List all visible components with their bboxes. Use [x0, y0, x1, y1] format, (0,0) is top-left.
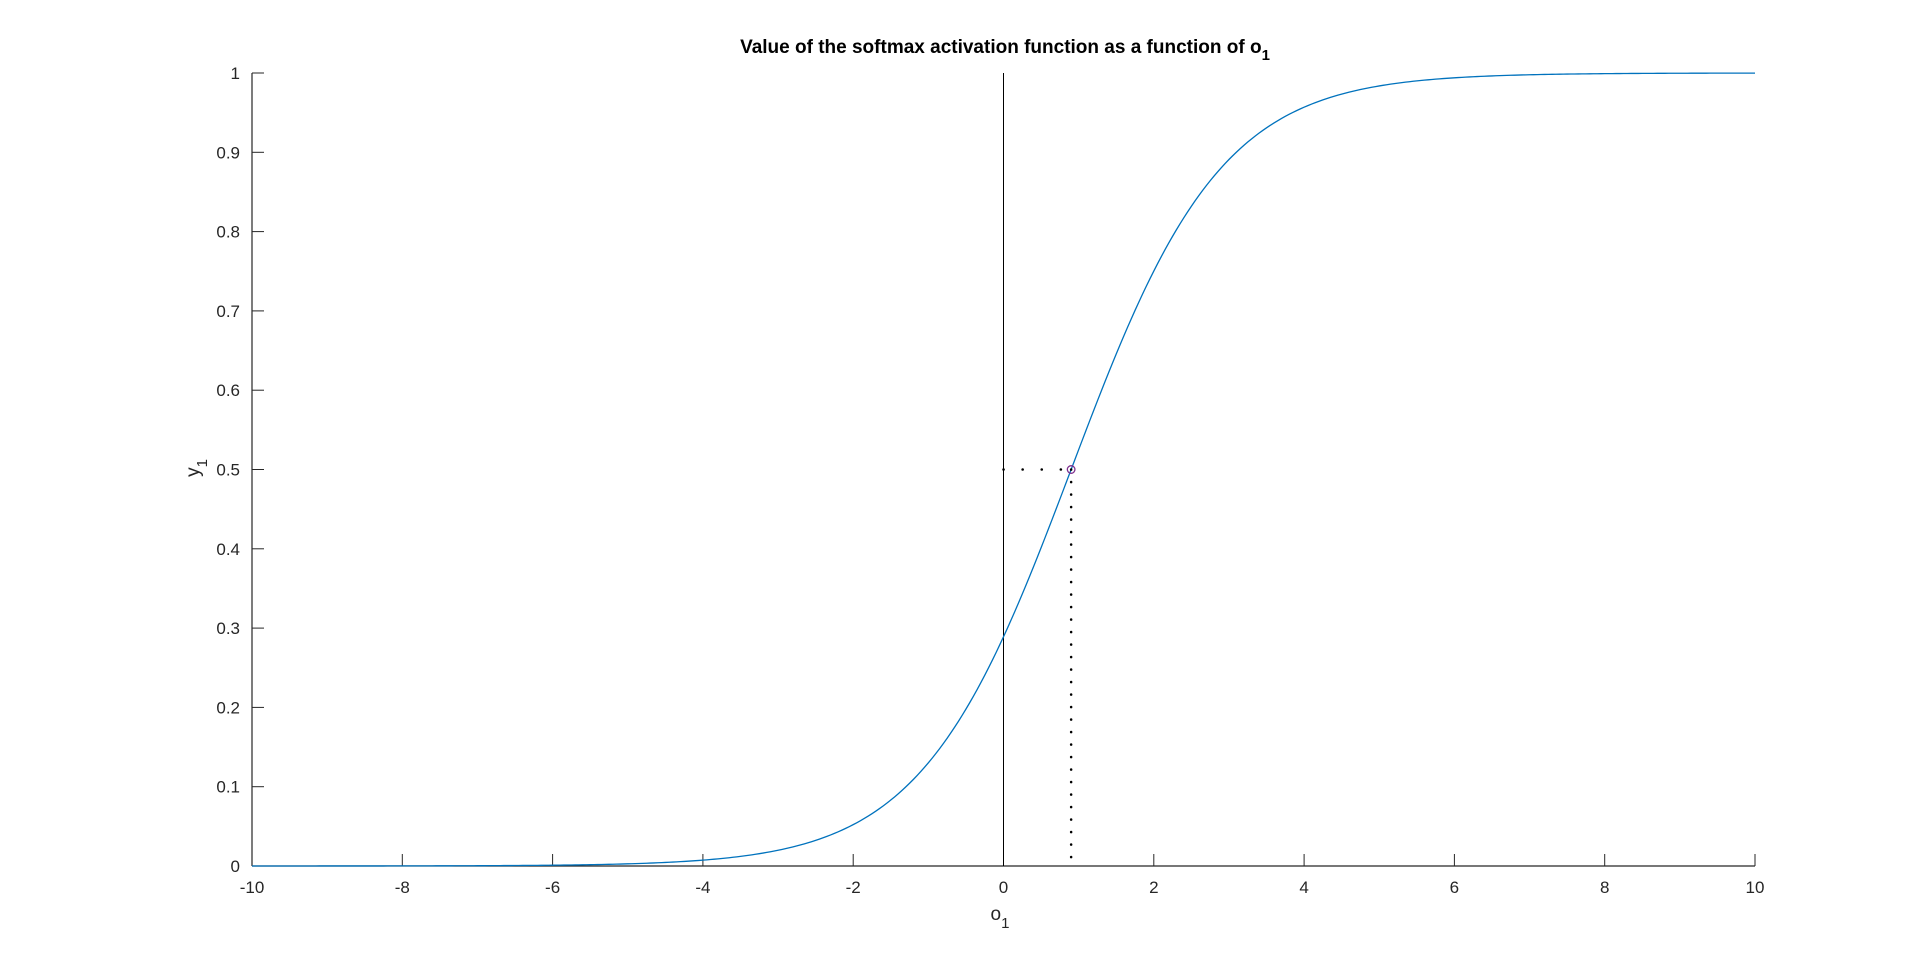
- y-tick-label: 0: [231, 857, 240, 876]
- x-tick-label: -4: [695, 878, 710, 897]
- x-tick-label: -8: [395, 878, 410, 897]
- y-tick-label: 0.2: [216, 698, 240, 717]
- y-tick-label: 1: [231, 64, 240, 83]
- x-axis-label-subscript: 1: [1001, 915, 1009, 932]
- y-tick-label: 0.9: [216, 143, 240, 162]
- y-tick-label: 0.7: [216, 302, 240, 321]
- chart-title-subscript: 1: [1262, 47, 1270, 64]
- x-tick-label: 2: [1149, 878, 1158, 897]
- x-tick-label: 10: [1746, 878, 1765, 897]
- y-axis-label-main: y: [183, 467, 204, 477]
- x-tick-label: 8: [1600, 878, 1609, 897]
- x-axis-label-main: o: [991, 904, 1002, 925]
- y-tick-label: 0.3: [216, 619, 240, 638]
- y-tick-label: 0.5: [216, 461, 240, 480]
- y-axis-label: y1: [183, 459, 211, 477]
- y-tick-label: 0.4: [216, 540, 240, 559]
- x-tick-label: 0: [999, 878, 1008, 897]
- x-tick-label: 6: [1450, 878, 1459, 897]
- softmax-series-line: [251, 72, 1755, 867]
- y-tick-label: 0.6: [216, 381, 240, 400]
- y-tick-label: 0.1: [216, 778, 240, 797]
- y-axis-label-subscript: 1: [194, 459, 211, 467]
- x-tick-label: -10: [240, 878, 265, 897]
- x-tick-label: -2: [846, 878, 861, 897]
- x-tick-label: 4: [1299, 878, 1308, 897]
- plot-area: -10 -8 -6 -4 -2 0 2 4 6 8 10 0 0.1 0.2 0.3 0.4 0.5 0.6 0.7…: [216, 64, 1764, 897]
- x-tick-label: -6: [545, 878, 560, 897]
- chart-title-main: Value of the softmax activation function…: [740, 37, 1262, 58]
- chart-title: Value of the softmax activation function…: [740, 37, 1270, 64]
- x-axis-label: o1: [991, 904, 1010, 932]
- data-point-marker: [1066, 465, 1076, 474]
- y-tick-label: 0.8: [216, 223, 240, 242]
